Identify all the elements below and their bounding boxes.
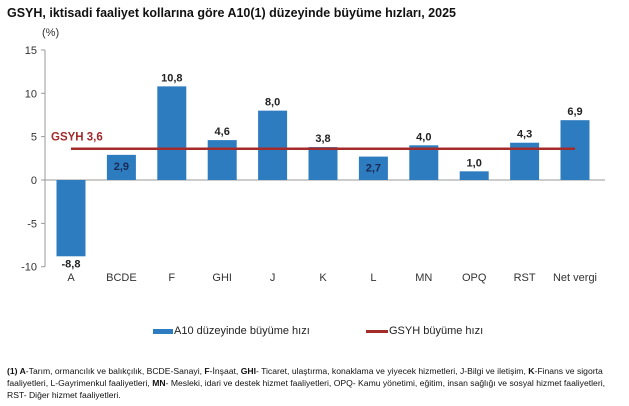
bar-value-label: 4,6 <box>215 126 230 138</box>
bar-net-vergi <box>560 120 590 180</box>
footnote-segment: RST- Diğer hizmet faaliyetleri. <box>7 390 121 400</box>
bar-value-label: 10,8 <box>161 72 182 84</box>
legend-bar-swatch-icon <box>153 328 173 334</box>
footnote-segment: -Finans ve sigorta faaliyetleri, <box>7 366 603 388</box>
bar-bcde <box>106 154 136 180</box>
y-tick-label: 5 <box>31 132 37 144</box>
bar-j <box>258 110 288 180</box>
footnote-segment: - Mesleki, idari ve destek hizmet faaliy… <box>165 378 334 388</box>
bar-value-label: 3,8 <box>315 133 330 145</box>
footnote-segment: - Ticaret, ulaştırma, konaklama ve yiyec… <box>256 366 460 376</box>
bar-value-label: -8,8 <box>62 258 81 270</box>
footnote-segment: -İnşaat, <box>209 366 241 376</box>
x-category-label: L <box>370 272 376 284</box>
gdp-annotation-label: GSYH 3,6 <box>51 132 103 144</box>
x-category-label: RST <box>514 272 536 284</box>
chart-legend: A10 düzeyinde büyüme hızı GSYH büyüme hı… <box>0 325 629 343</box>
bar-value-label: 2,7 <box>366 163 381 175</box>
bar-value-label: 8,0 <box>265 97 280 109</box>
x-category-label: OPQ <box>462 272 487 284</box>
bar-value-label: 4,0 <box>416 131 431 143</box>
footnote-segment: OPQ- Kamu yönetimi, eğitim, insan sağlığ… <box>333 378 605 388</box>
footnote-segment: L-Gayrimenkul faaliyetleri, <box>50 378 153 388</box>
bar-mn <box>409 145 439 180</box>
legend-item-bars: A10 düzeyinde büyüme hızı <box>153 325 310 337</box>
bar-a <box>56 180 86 257</box>
footnote-segment: (1) A <box>7 366 26 376</box>
x-category-label: MN <box>415 272 432 284</box>
legend-line-label: GSYH büyüme hızı <box>389 325 484 337</box>
x-category-label: J <box>270 272 276 284</box>
bar-k <box>308 147 338 180</box>
footnote-segment: BCDE-Sanayi, <box>146 366 205 376</box>
bar-value-label: 2,9 <box>114 161 129 173</box>
bar-chart: 15 10 5 0 -5 -10 -8,8 A 2,9 BCDE 10,8 F 4,6 GHI 8,0 J 3,… <box>21 45 605 284</box>
x-category-label: K <box>319 272 327 284</box>
chart-title: GSYH, iktisadi faaliyet kollarına göre A… <box>7 6 456 20</box>
footnote-segment: -Tarım, ormancılık ve balıkçılık, <box>25 366 147 376</box>
x-category-label: GHI <box>212 272 232 284</box>
y-tick-label: -10 <box>21 262 37 274</box>
footnote-segment: MN <box>152 378 166 388</box>
x-category-label: Net vergi <box>553 272 597 284</box>
bar-value-label: 1,0 <box>467 157 482 169</box>
y-tick-label: -5 <box>27 218 37 230</box>
footnote-segment: K <box>528 366 535 376</box>
footnote-segment: J-Bilgi ve iletişim, <box>459 366 529 376</box>
bar-value-label: 4,3 <box>517 129 532 141</box>
footnote-segment: F <box>204 366 210 376</box>
bar-ghi <box>207 140 237 180</box>
footnote-segment: GHI <box>240 366 256 376</box>
x-category-label: F <box>168 272 175 284</box>
bar-l <box>358 156 388 180</box>
legend-bar-label: A10 düzeyinde büyüme hızı <box>174 325 310 337</box>
legend-line-swatch-icon <box>366 329 388 333</box>
y-tick-label: 10 <box>25 88 37 100</box>
x-category-label: BCDE <box>106 272 137 284</box>
x-category-label: A <box>67 272 75 284</box>
y-tick-label: 0 <box>31 175 37 187</box>
legend-item-gdp-line: GSYH büyüme hızı <box>366 325 483 337</box>
y-axis-unit-label: (%) <box>42 27 60 39</box>
footnote: (1) A-Tarım, ormancılık ve balıkçılık, B… <box>7 365 622 401</box>
bar-f <box>157 86 187 180</box>
y-tick-label: 15 <box>25 45 37 57</box>
bar-value-label: 6,9 <box>567 106 582 118</box>
bar-opq <box>459 171 489 180</box>
